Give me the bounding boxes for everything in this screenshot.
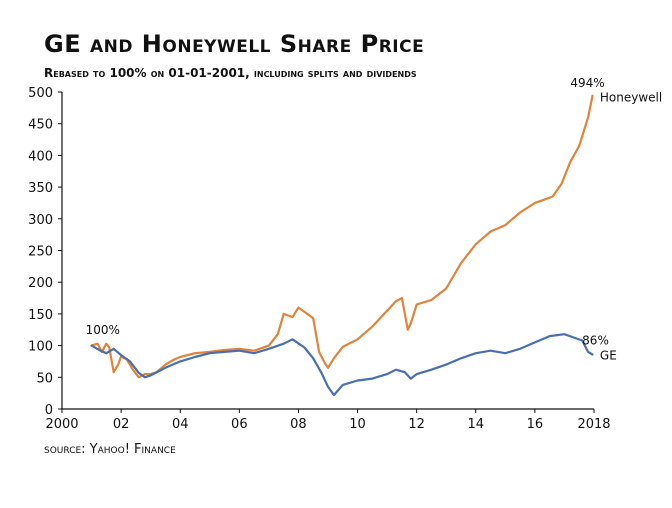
annotation-label: Honeywell — [600, 91, 662, 105]
y-tick-label: 350 — [28, 181, 53, 196]
series-line-ge — [90, 333, 594, 397]
y-tick-label: 100 — [28, 340, 53, 355]
y-tick-label: 150 — [28, 308, 53, 323]
x-tick-label: 14 — [468, 417, 485, 432]
y-tick-label: 450 — [28, 118, 53, 133]
x-tick-label: 2000 — [45, 417, 78, 432]
x-tick-label: 02 — [113, 417, 130, 432]
y-tick-label: 300 — [28, 213, 53, 228]
annotation-label: GE — [600, 349, 617, 363]
series-line-honeywell — [90, 94, 594, 379]
y-tick-label: 0 — [45, 403, 53, 418]
y-tick-label: 500 — [28, 86, 53, 101]
annotation-label: 100% — [86, 323, 120, 337]
chart-axes: 0 50 100 150 200 250 300 350 400 450 500 2000 02 04 06… — [28, 86, 610, 432]
x-tick-label: 04 — [172, 417, 189, 432]
chart-title: GE and Honeywell Share Price — [44, 30, 425, 58]
y-tick-label: 50 — [36, 371, 53, 386]
annotation-label: 86% — [582, 333, 609, 347]
y-tick-label: 250 — [28, 245, 53, 260]
x-tick-label: 06 — [231, 417, 248, 432]
x-tick-label: 16 — [527, 417, 544, 432]
chart-subtitle: Rebased to 100% on 01-01-2001, including… — [44, 66, 417, 80]
chart-series — [90, 94, 594, 397]
chart-annotations: 100% 494%Honeywell 86% GE — [86, 76, 663, 363]
x-tick-label: 2018 — [577, 417, 610, 432]
x-tick-label: 10 — [349, 417, 366, 432]
x-tick-label: 08 — [290, 417, 307, 432]
annotation-label: 494% — [570, 76, 604, 90]
source-note: source: Yahoo! Finance — [44, 442, 176, 457]
y-tick-label: 400 — [28, 149, 53, 164]
y-tick-label: 200 — [28, 276, 53, 291]
x-tick-label: 12 — [408, 417, 425, 432]
